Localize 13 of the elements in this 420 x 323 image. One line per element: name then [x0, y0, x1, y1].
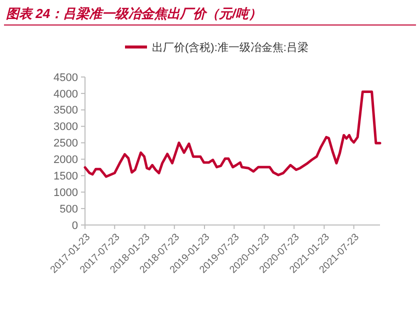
chart-title: 图表 24：吕梁准一级冶金焦出厂价（元/吨）: [6, 6, 262, 21]
y-tick-label: 4500: [54, 72, 78, 84]
legend-label: 出厂价(含税):准一级冶金焦:吕梁: [152, 40, 308, 54]
y-tick-label: 1500: [54, 170, 78, 183]
y-tick-label: 2500: [54, 138, 78, 150]
y-tick-label: 3500: [54, 104, 78, 117]
y-tick-label: 0: [72, 220, 78, 232]
y-tick-label: 500: [60, 203, 78, 216]
y-tick-label: 2000: [54, 154, 78, 166]
y-tick-label: 3000: [54, 121, 78, 134]
line-series: [84, 90, 382, 178]
y-tick-label: 4000: [54, 88, 78, 100]
y-tick-label: 1000: [54, 186, 78, 199]
